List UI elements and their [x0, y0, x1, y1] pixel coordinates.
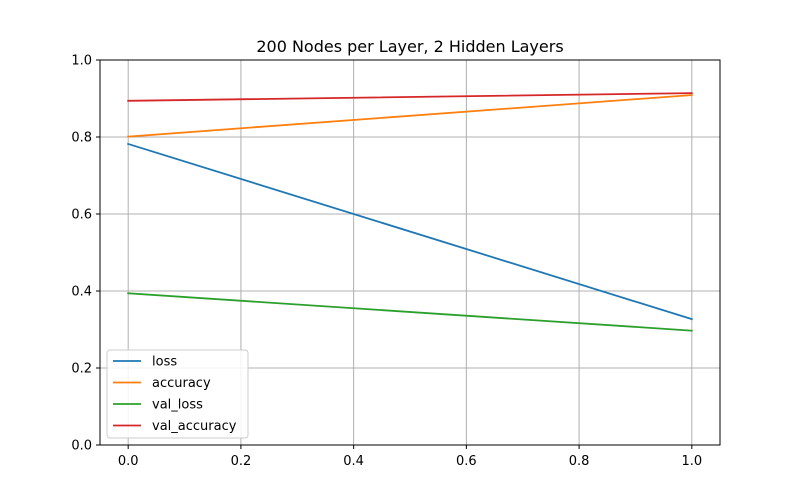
chart-title: 200 Nodes per Layer, 2 Hidden Layers [256, 37, 563, 56]
y-tick-label: 1.0 [71, 54, 92, 69]
y-tick-label: 0.6 [71, 208, 92, 223]
y-tick-label: 0.2 [71, 362, 92, 377]
series-line-accuracy [127, 94, 693, 138]
plot-frame [99, 59, 721, 446]
legend-label-val-loss: val_loss [152, 398, 203, 413]
y-tick-label: 0.4 [71, 285, 92, 300]
legend: loss accuracy val_loss val_accuracy [106, 349, 249, 439]
series-line-val-accuracy [127, 92, 693, 102]
axes: 0.0 0.2 0.4 0.6 0.8 1.0 0.0 0.2 0.4 0.6 0.8 1.0 [71, 54, 721, 469]
x-tick-label: 0.2 [231, 454, 252, 469]
y-tick-label: 0.8 [71, 131, 92, 146]
x-tick-label: 0.4 [343, 454, 364, 469]
series-line-val-loss [127, 292, 693, 332]
legend-label-loss: loss [152, 355, 177, 370]
legend-box [106, 349, 249, 439]
legend-label-accuracy: accuracy [152, 376, 211, 391]
x-tick-label: 0.8 [569, 454, 590, 469]
series-lines [127, 92, 693, 332]
series-line-loss [127, 142, 693, 321]
x-tick-label: 0.6 [456, 454, 477, 469]
legend-label-val-accuracy: val_accuracy [152, 419, 237, 434]
y-tick-label: 0.0 [71, 439, 92, 454]
x-tick-label: 0.0 [118, 454, 139, 469]
x-tick-label: 1.0 [681, 454, 702, 469]
